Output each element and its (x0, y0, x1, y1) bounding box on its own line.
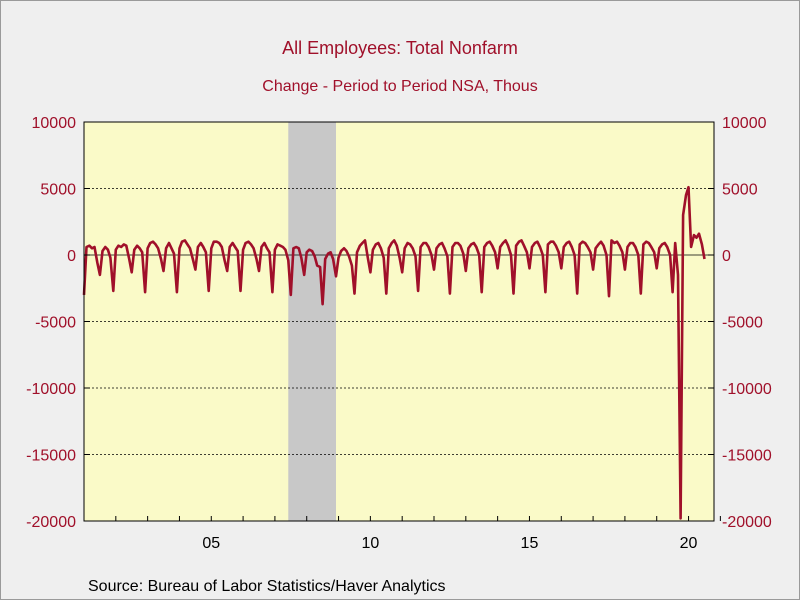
x-tick-label: 05 (202, 535, 220, 552)
y-tick-label-left: 10000 (32, 115, 77, 132)
series-group (82, 185, 706, 520)
y-tick-label-right: -15000 (722, 448, 772, 465)
x-tick-label: 15 (521, 535, 539, 552)
y-tick-label-right: 5000 (722, 182, 758, 199)
y-tick-label-right: -20000 (722, 514, 772, 531)
y-tick-label-left: 5000 (40, 182, 76, 199)
y-tick-label-right: 0 (722, 248, 731, 265)
y-tick-label-right: 10000 (722, 115, 767, 132)
chart-title: All Employees: Total Nonfarm (282, 38, 518, 58)
x-tick-label: 10 (361, 535, 379, 552)
series-line (82, 185, 706, 520)
plot-area (84, 122, 714, 521)
source-note: Source: Bureau of Labor Statistics/Haver… (88, 578, 446, 595)
y-tick-label-left: 0 (67, 248, 76, 265)
y-tick-label-left: -5000 (35, 315, 76, 332)
y-tick-label-right: -5000 (722, 315, 763, 332)
y-tick-label-left: -10000 (26, 381, 76, 398)
y-tick-label-right: -10000 (722, 381, 772, 398)
x-tick-label: 20 (680, 535, 698, 552)
y-tick-label-left: -20000 (26, 514, 76, 531)
axes-group: 10000 10000 5000 5000 0 0 -5000 -5000 -10000 -100… (26, 115, 772, 552)
y-tick-label-left: -15000 (26, 448, 76, 465)
chart-subtitle: Change - Period to Period NSA, Thous (262, 78, 538, 95)
